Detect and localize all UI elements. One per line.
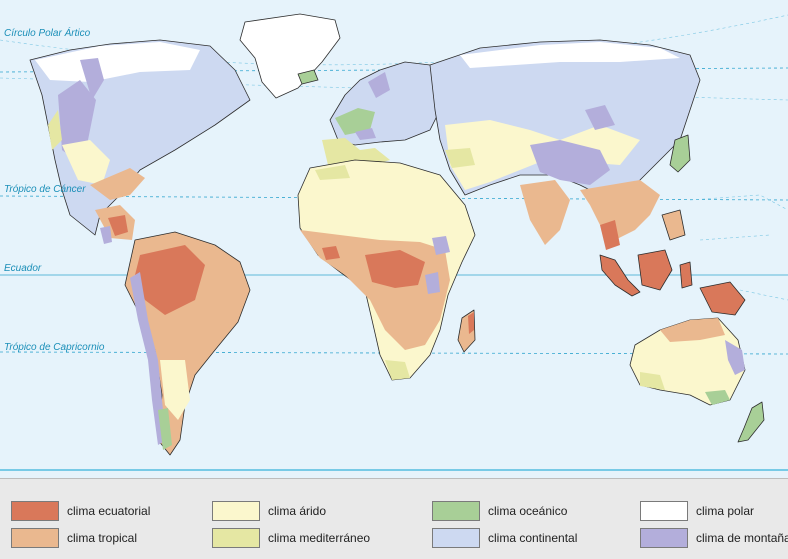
legend-label: clima árido	[268, 504, 327, 518]
legend-label: clima tropical	[67, 531, 138, 545]
japan	[669, 134, 691, 173]
asia	[429, 39, 701, 250]
world-climate-map: Círculo Polar Ártico Trópico de Cáncer E…	[0, 0, 788, 478]
madagascar-equatorial	[468, 312, 474, 334]
pacific-boundaries	[689, 194, 788, 301]
legend-label: clima ecuatorial	[67, 504, 151, 518]
legend-item-tropical: clima tropical	[11, 527, 137, 549]
legend-swatch	[11, 501, 59, 521]
legend-item-oceanic: clima oceánico	[432, 500, 567, 522]
legend-swatch	[640, 528, 688, 548]
legend-swatch	[212, 501, 260, 521]
legend-item-mediterranean: clima mediterráneo	[212, 527, 370, 549]
legend-item-polar: clima polar	[640, 500, 754, 522]
greenland	[239, 13, 341, 99]
tropic-cancer-label: Trópico de Cáncer	[4, 184, 86, 195]
legend-swatch	[640, 501, 688, 521]
legend-label: clima de montaña	[696, 531, 788, 545]
legend-label: clima continental	[488, 531, 578, 545]
iceland	[297, 69, 319, 85]
legend-swatch	[432, 528, 480, 548]
polar-circle-label: Círculo Polar Ártico	[4, 26, 91, 39]
legend-item-equatorial: clima ecuatorial	[11, 500, 150, 522]
legend-item-continental: clima continental	[432, 527, 577, 549]
legend-swatch	[11, 528, 59, 548]
australia	[629, 317, 746, 406]
legend-label: clima oceánico	[488, 504, 568, 518]
new-zealand	[737, 401, 765, 443]
south-america	[124, 231, 251, 456]
southeast-asia-islands	[599, 209, 746, 316]
equator-label: Ecuador	[4, 263, 42, 274]
legend-label: clima mediterráneo	[268, 531, 371, 545]
legend-item-mountain: clima de montaña	[640, 527, 788, 549]
legend-swatch	[432, 501, 480, 521]
legend: clima ecuatorial clima tropical clima ár…	[0, 478, 788, 559]
europe	[322, 61, 446, 168]
tropic-capricorn-label: Trópico de Capricornio	[4, 342, 105, 353]
legend-label: clima polar	[696, 504, 755, 518]
legend-swatch	[212, 528, 260, 548]
africa	[297, 159, 476, 381]
north-america	[29, 39, 251, 244]
legend-item-arid: clima árido	[212, 500, 326, 522]
